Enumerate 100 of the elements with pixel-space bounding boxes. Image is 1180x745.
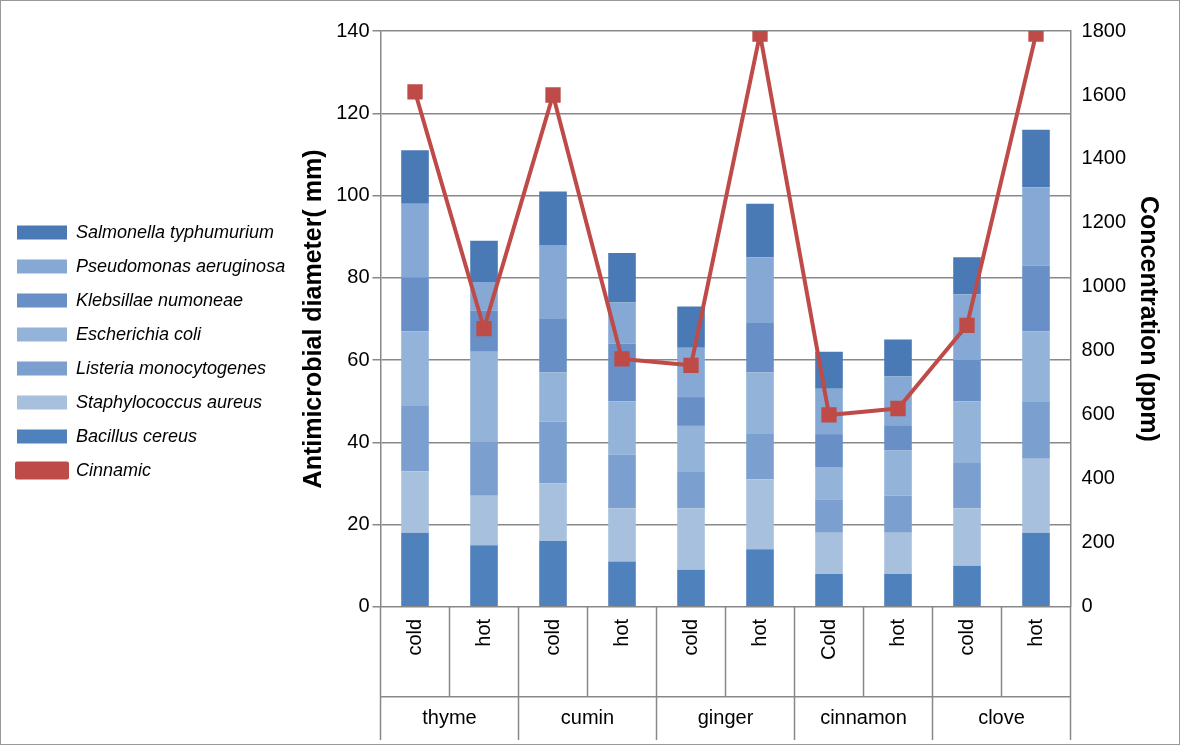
legend-label: Salmonella typhumurium bbox=[76, 221, 275, 242]
bar bbox=[1022, 331, 1050, 402]
bar bbox=[539, 372, 567, 422]
x-tick-label: hot bbox=[609, 618, 632, 647]
y2-tick-label: 1200 bbox=[1081, 210, 1127, 233]
bar bbox=[884, 495, 912, 533]
bar bbox=[677, 471, 705, 509]
bar bbox=[884, 532, 912, 574]
bar bbox=[677, 508, 705, 570]
y-tick-label: 40 bbox=[347, 429, 370, 452]
legend-label: Listeria monocytogenes bbox=[76, 357, 267, 378]
text: cumin bbox=[560, 705, 615, 728]
y2-tick-label: 600 bbox=[1081, 402, 1115, 425]
bar bbox=[746, 549, 774, 607]
bar bbox=[1022, 532, 1050, 607]
bar bbox=[953, 508, 981, 566]
bar bbox=[953, 360, 981, 402]
y-tick-label: 100 bbox=[336, 183, 370, 206]
bar bbox=[539, 318, 567, 373]
legend-label: Escherichia coli bbox=[76, 323, 203, 344]
bar bbox=[1022, 187, 1050, 266]
y-tick-label: 60 bbox=[347, 347, 370, 370]
bar bbox=[953, 565, 981, 607]
bar bbox=[746, 434, 774, 480]
y2-tick-label: 1600 bbox=[1081, 82, 1127, 105]
bar bbox=[608, 253, 636, 303]
bar bbox=[539, 244, 567, 319]
point bbox=[407, 84, 423, 100]
point bbox=[959, 317, 975, 333]
x-tick-label: cold bbox=[678, 618, 701, 656]
bar bbox=[1022, 401, 1050, 459]
bar bbox=[539, 483, 567, 542]
x-tick-label: cold bbox=[402, 618, 425, 656]
bar bbox=[815, 499, 843, 533]
bar bbox=[470, 495, 498, 546]
bar bbox=[401, 405, 429, 472]
legend-label: Staphylococcus aureus bbox=[76, 391, 263, 412]
bar bbox=[401, 203, 429, 278]
bar bbox=[746, 323, 774, 373]
y2-axis-title: Concentration (ppm) bbox=[1136, 196, 1165, 442]
bar bbox=[746, 203, 774, 258]
bar bbox=[401, 331, 429, 406]
bar bbox=[953, 462, 981, 509]
bar bbox=[608, 454, 636, 509]
bar bbox=[953, 401, 981, 463]
y-tick-label: 140 bbox=[336, 18, 370, 41]
text: thyme bbox=[422, 705, 477, 728]
x-tick-label: hot bbox=[471, 618, 494, 647]
bar bbox=[815, 532, 843, 574]
x-tick-label: Cold bbox=[816, 618, 839, 661]
bar bbox=[746, 372, 774, 435]
bar bbox=[470, 442, 498, 496]
bar bbox=[539, 421, 567, 484]
bar bbox=[1022, 265, 1050, 332]
text: cinnamon bbox=[820, 705, 907, 728]
bar bbox=[401, 532, 429, 607]
y2-tick-label: 1800 bbox=[1081, 18, 1127, 41]
text: clove bbox=[978, 705, 1025, 728]
bar bbox=[815, 434, 843, 468]
bar bbox=[608, 508, 636, 562]
x-tick-label: hot bbox=[1023, 618, 1046, 647]
text: ginger bbox=[697, 705, 754, 728]
point bbox=[614, 351, 630, 367]
bar bbox=[815, 467, 843, 500]
bar bbox=[1022, 129, 1050, 188]
y2-tick-label: 1000 bbox=[1081, 274, 1127, 297]
x-tick-label: cold bbox=[954, 618, 977, 656]
bar bbox=[677, 397, 705, 426]
bar bbox=[746, 257, 774, 324]
y2-tick-label: 0 bbox=[1081, 594, 1093, 617]
y-tick-label: 80 bbox=[347, 265, 370, 288]
bar bbox=[815, 573, 843, 607]
legend-label: Bacillus cereus bbox=[76, 425, 198, 446]
legend-label: Cinnamic bbox=[76, 459, 152, 480]
legend-label: Pseudomonas aeruginosa bbox=[76, 255, 286, 276]
bar bbox=[539, 541, 567, 607]
bar bbox=[884, 573, 912, 607]
bar bbox=[401, 471, 429, 533]
y2-tick-label: 400 bbox=[1081, 466, 1115, 489]
x-tick-label: hot bbox=[747, 618, 770, 647]
x-tick-label: hot bbox=[885, 618, 908, 647]
legend-label: Klebsillae numoneae bbox=[76, 289, 244, 310]
bar bbox=[1022, 458, 1050, 533]
y2-tick-label: 200 bbox=[1081, 530, 1115, 553]
bar bbox=[884, 425, 912, 451]
bar bbox=[677, 425, 705, 472]
x-tick-label: cold bbox=[540, 618, 563, 656]
bar bbox=[884, 339, 912, 377]
bar bbox=[884, 450, 912, 496]
bar bbox=[608, 401, 636, 455]
point bbox=[545, 87, 561, 103]
bar bbox=[746, 479, 774, 550]
y-tick-label: 20 bbox=[347, 512, 370, 535]
bar bbox=[470, 351, 498, 443]
y-axis-title: Antimicrobial diameter( mm) bbox=[298, 149, 327, 489]
bar bbox=[401, 277, 429, 332]
y2-tick-label: 800 bbox=[1081, 338, 1115, 361]
y-tick-label: 120 bbox=[336, 100, 370, 123]
bar bbox=[470, 545, 498, 607]
bar bbox=[401, 150, 429, 204]
